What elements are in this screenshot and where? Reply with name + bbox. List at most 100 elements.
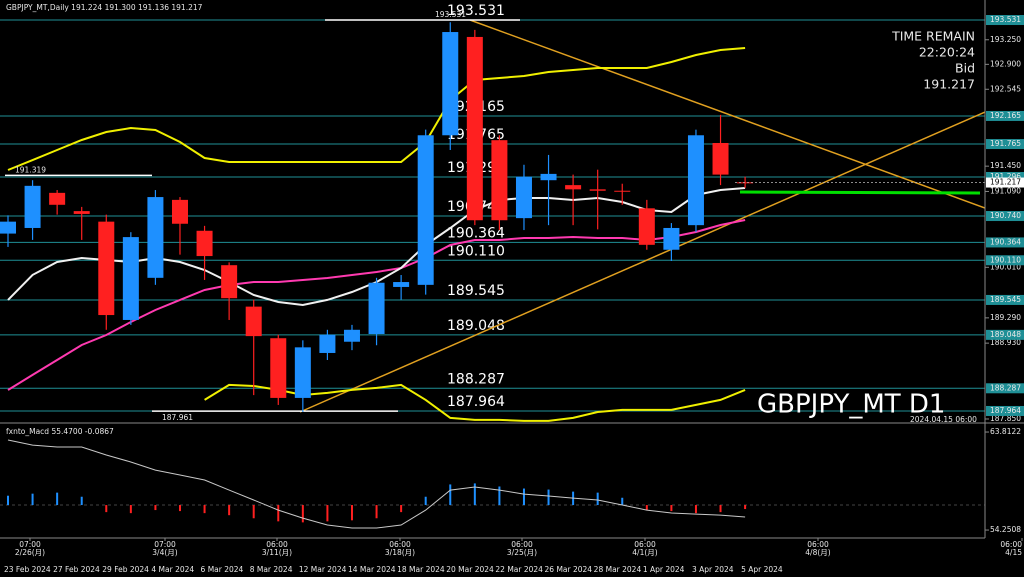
time-label: 07:00: [19, 540, 41, 549]
candle-body: [196, 230, 213, 257]
histogram-bar: [400, 505, 403, 513]
marker-label: 187.961: [162, 413, 193, 422]
x-tick-label: 8 Mar 2024: [250, 565, 293, 574]
bid: 191.217: [923, 77, 975, 92]
x-tick-label: 5 Apr 2024: [741, 565, 783, 574]
level-box-label: 191.765: [990, 139, 1021, 148]
level-label: 190.110: [447, 243, 505, 259]
candle-body: [122, 237, 139, 320]
date-label: 3/18(月): [385, 548, 415, 557]
y-tick-label: 189.290: [990, 313, 1021, 322]
candle-body: [98, 221, 115, 316]
histogram-bar: [203, 505, 206, 514]
level-label: 187.964: [447, 394, 505, 410]
candle-body: [442, 32, 459, 136]
x-tick-label: 12 Mar 2024: [299, 565, 347, 574]
marker-label: 191.319: [15, 165, 46, 174]
x-tick-label: 20 Mar 2024: [446, 565, 494, 574]
support-line: [739, 190, 981, 195]
x-tick-label: 6 Mar 2024: [201, 565, 244, 574]
level-box-label: 189.048: [990, 330, 1021, 339]
date-label: 3/11(月): [262, 548, 292, 557]
level-box: [986, 139, 1024, 150]
histogram-bar: [596, 492, 599, 506]
candle-body: [712, 142, 729, 175]
x-tick-label: 1 Apr 2024: [643, 565, 685, 574]
candle-body: [270, 338, 287, 398]
histogram-bar: [228, 505, 231, 516]
x-tick-label: 28 Mar 2024: [594, 565, 642, 574]
candle-body: [663, 227, 680, 250]
candle-body: [515, 176, 532, 219]
macd-line: [7, 439, 746, 529]
histogram-bar: [326, 505, 329, 522]
y-tick-label: 187.850: [990, 414, 1021, 423]
indicator-title: fxnto_Macd 55.4700 -0.0867: [6, 427, 114, 436]
watermark-time: 2024.04.15 06:00: [910, 415, 977, 424]
level-box-label: 189.545: [990, 295, 1021, 304]
histogram-bar: [252, 505, 255, 519]
level-label: 193.531: [447, 3, 505, 19]
histogram-bar: [744, 505, 747, 510]
y-tick-label: 63.8122: [990, 427, 1021, 436]
date-label: 4/15: [1005, 548, 1022, 557]
candle-body: [614, 190, 631, 192]
time-label: 06:00: [807, 540, 829, 549]
y-tick-label: 54.2508: [990, 525, 1021, 534]
histogram-bar: [498, 486, 501, 506]
current-price-label: 191.217: [990, 178, 1021, 187]
candle-body: [638, 208, 655, 245]
y-tick-label: 191.450: [990, 161, 1021, 170]
level-box-label: 193.531: [990, 15, 1021, 24]
x-tick-label: 23 Feb 2024: [4, 565, 51, 574]
date-label: 3/4(月): [152, 548, 177, 557]
x-tick-label: 27 Feb 2024: [53, 565, 100, 574]
histogram-bar: [129, 505, 132, 514]
candle-body: [589, 189, 606, 191]
level-label: 188.287: [447, 371, 505, 387]
time-remain: 22:20:24: [919, 45, 975, 60]
level-box-label: 192.165: [990, 111, 1021, 120]
histogram-bar: [522, 488, 525, 506]
time-label: 06:00: [266, 540, 288, 549]
candle-body: [171, 199, 188, 224]
histogram-bar: [350, 505, 353, 521]
candle-body: [245, 306, 262, 337]
level-box-label: 190.364: [990, 237, 1021, 246]
time-remain-label: TIME REMAIN: [891, 29, 975, 44]
level-box: [986, 15, 1024, 26]
histogram-bar: [694, 505, 697, 514]
level-box: [986, 171, 1024, 182]
y-tick-label: 192.545: [990, 84, 1021, 93]
histogram-bar: [473, 483, 476, 506]
level-box: [986, 383, 1024, 394]
histogram-bar: [56, 492, 59, 506]
candle-body: [491, 140, 508, 221]
histogram-bar: [547, 489, 550, 506]
histogram-bar: [80, 496, 83, 506]
trend-line: [299, 111, 985, 413]
candle-body: [687, 135, 704, 226]
time-label: 06:00: [389, 540, 411, 549]
marker-label: 193.531: [435, 10, 466, 19]
level-box: [986, 405, 1024, 416]
candle-body: [294, 347, 311, 398]
x-tick-label: 29 Feb 2024: [102, 565, 149, 574]
level-box: [986, 110, 1024, 121]
date-label: 4/8(月): [805, 548, 830, 557]
histogram-bar: [424, 496, 427, 506]
x-tick-label: 14 Mar 2024: [348, 565, 396, 574]
x-tick-label: 18 Mar 2024: [397, 565, 445, 574]
candle-body: [417, 135, 434, 285]
time-label: 06:00: [511, 540, 533, 549]
histogram-bar: [105, 505, 108, 513]
x-tick-label: 22 Mar 2024: [495, 565, 543, 574]
date-label: 4/1(月): [632, 548, 657, 557]
level-box-label: 187.964: [990, 406, 1021, 415]
indicator-line: [204, 383, 746, 422]
main-panel: 193.531192.165191.765191.296190.740190.3…: [0, 3, 985, 422]
histogram-bar: [7, 495, 9, 506]
level-box: [986, 294, 1024, 305]
